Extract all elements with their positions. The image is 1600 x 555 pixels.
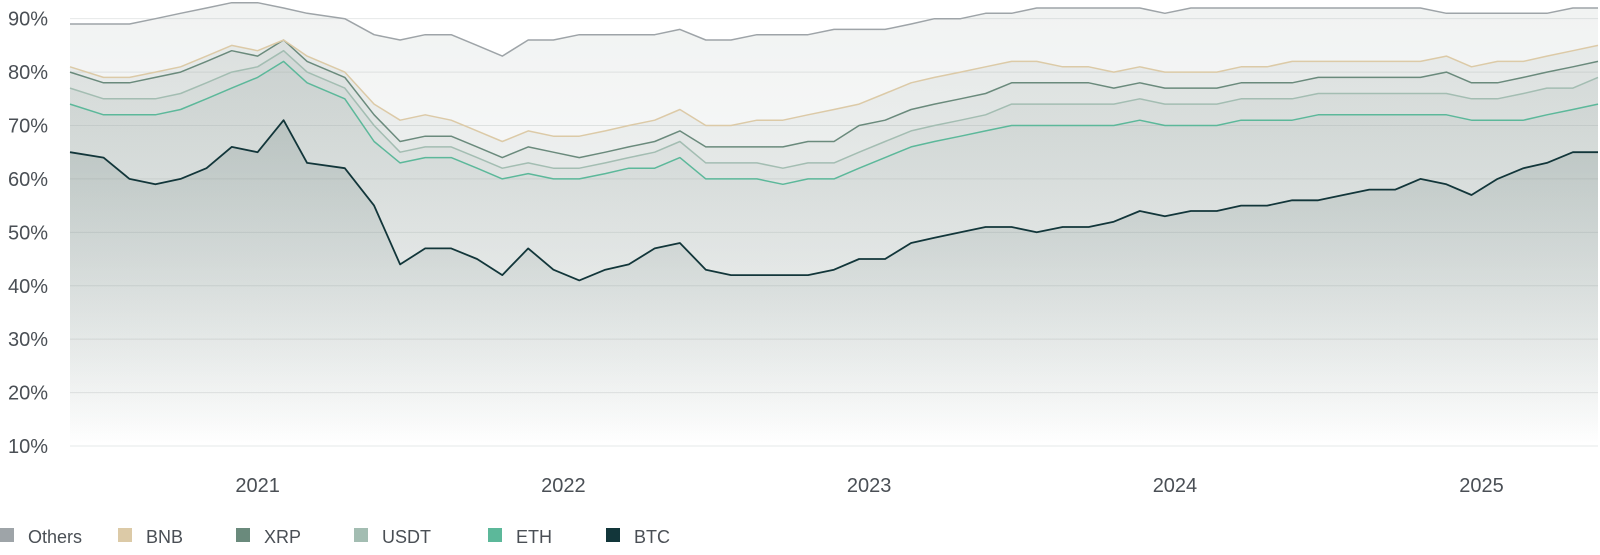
legend-swatch xyxy=(236,528,250,542)
x-tick-label: 2023 xyxy=(847,475,892,497)
y-tick-label: 60% xyxy=(8,169,48,191)
line-xrp xyxy=(69,39,1599,159)
legend-swatch xyxy=(488,528,502,542)
line-others xyxy=(70,1,1598,57)
legend: Others BNB XRP USDT ETH BTC xyxy=(0,527,670,547)
line-usdt xyxy=(69,49,1599,169)
legend-swatch xyxy=(606,528,620,542)
legend-swatch xyxy=(0,528,14,542)
legend-label: USDT xyxy=(382,527,431,547)
legend-label: XRP xyxy=(264,527,301,547)
y-tick-label: 30% xyxy=(8,329,48,351)
y-axis: 10% 20% 30% 40% 50% 60% 70% 80% 90% xyxy=(8,9,48,458)
legend-item-eth[interactable]: ETH xyxy=(488,527,552,547)
y-tick-label: 10% xyxy=(8,436,48,458)
x-tick-label: 2024 xyxy=(1153,475,1198,497)
legend-label: BTC xyxy=(634,527,670,547)
line-bnb xyxy=(69,39,1599,143)
x-tick-label: 2025 xyxy=(1459,475,1504,497)
y-tick-label: 40% xyxy=(8,276,48,298)
legend-swatch xyxy=(354,528,368,542)
legend-label: ETH xyxy=(516,527,552,547)
x-axis: 2021 2022 2023 2024 2025 xyxy=(235,475,1503,497)
y-tick-label: 70% xyxy=(8,116,48,138)
x-tick-label: 2022 xyxy=(541,475,586,497)
legend-item-btc[interactable]: BTC xyxy=(606,527,670,547)
series-lines xyxy=(69,1,1599,282)
line-eth xyxy=(69,60,1599,186)
x-tick-label: 2021 xyxy=(235,475,280,497)
legend-item-xrp[interactable]: XRP xyxy=(236,527,301,547)
y-tick-label: 20% xyxy=(8,383,48,405)
legend-label: BNB xyxy=(146,527,183,547)
y-tick-label: 80% xyxy=(8,62,48,84)
line-btc xyxy=(69,119,1598,282)
legend-item-bnb[interactable]: BNB xyxy=(118,527,183,547)
legend-label: Others xyxy=(28,527,82,547)
y-tick-label: 50% xyxy=(8,222,48,244)
y-tick-label: 90% xyxy=(8,9,48,31)
legend-item-usdt[interactable]: USDT xyxy=(354,527,431,547)
series-areas xyxy=(70,2,1598,447)
legend-swatch xyxy=(118,528,132,542)
legend-item-others[interactable]: Others xyxy=(0,527,82,547)
area-btc xyxy=(70,120,1598,446)
